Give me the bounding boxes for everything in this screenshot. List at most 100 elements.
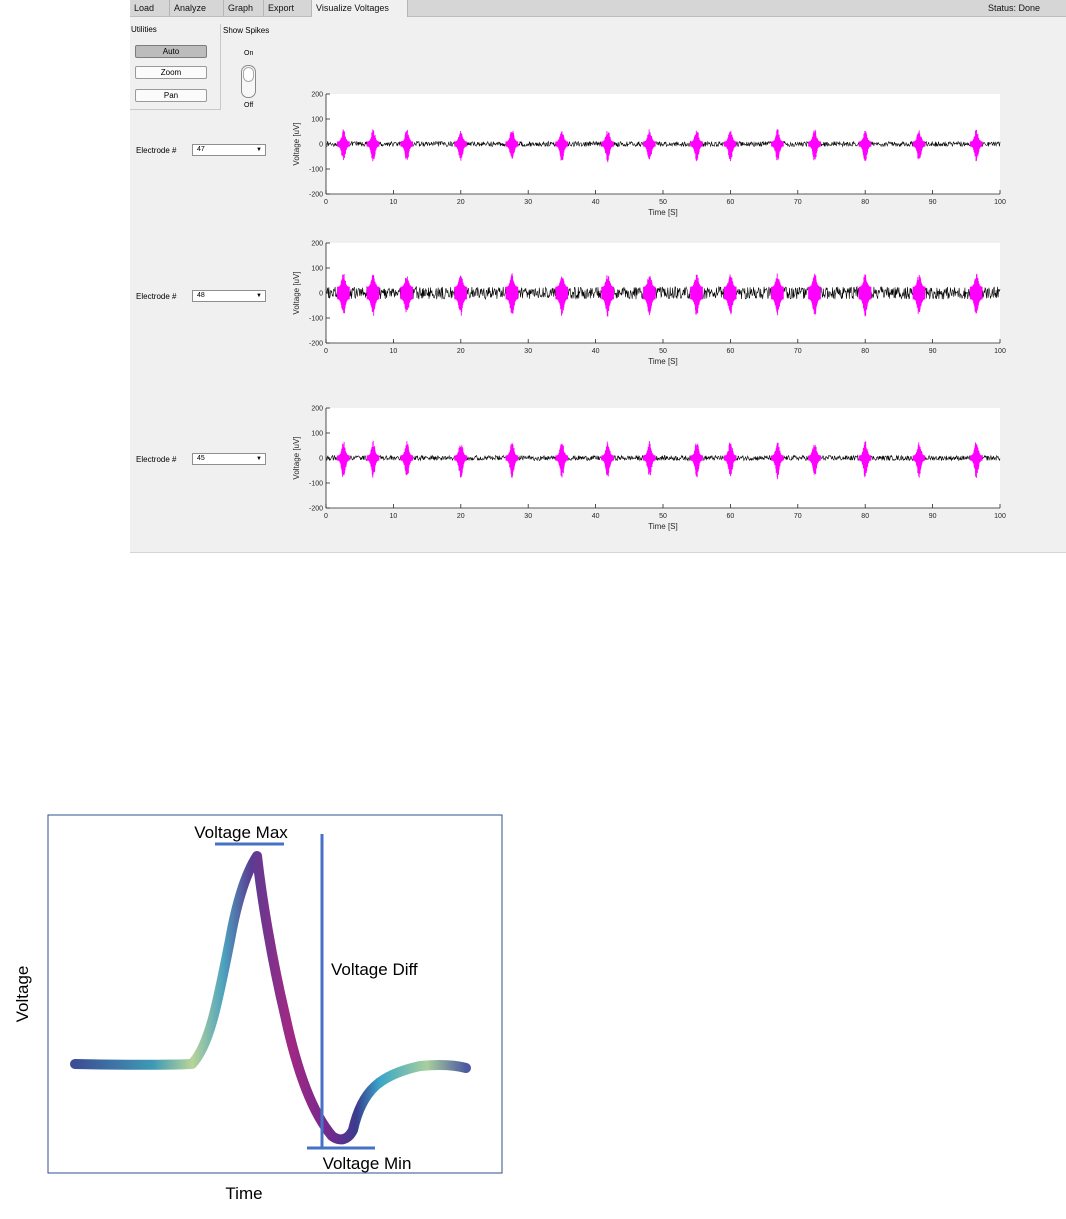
utilities-panel: Utilities Auto Zoom Pan (130, 24, 221, 110)
x-tick-label: 60 (727, 348, 735, 355)
electrode-value-3: 45 (197, 455, 205, 462)
spike-mark (601, 441, 614, 477)
show-spikes-toggle[interactable] (241, 65, 256, 98)
y-tick-label: -200 (309, 341, 323, 348)
spike-mark (454, 445, 467, 478)
diagram-x-label: Time (225, 1184, 262, 1203)
x-tick-label: 70 (794, 199, 802, 206)
spike-mark (771, 129, 784, 161)
x-tick-label: 20 (457, 348, 465, 355)
spike-mark (969, 129, 983, 162)
voltage-plot-3[interactable]: 0 10 20 30 40 50 60 70 80 90 100 200 100 0 -100 -200 Tim… (286, 402, 1006, 552)
zoom-button[interactable]: Zoom (135, 66, 207, 79)
tab-load[interactable]: Load (130, 0, 170, 16)
spike-mark (808, 273, 821, 315)
spike-mark (723, 130, 737, 162)
voltage-plot-2[interactable]: 0 10 20 30 40 50 60 70 80 90 100 200 100 0 -100 -200 Tim… (286, 237, 1006, 387)
x-tick-label: 80 (861, 513, 869, 520)
y-tick-label: 0 (319, 291, 323, 298)
x-tick-label: 70 (794, 348, 802, 355)
x-axis-label: Time [S] (648, 357, 677, 366)
spike-mark (771, 273, 784, 316)
electrode-select-3[interactable]: 45 ▼ (192, 453, 266, 465)
spike-mark (912, 274, 926, 314)
show-spikes-label: Show Spikes (223, 26, 270, 35)
y-tick-label: 200 (311, 92, 323, 99)
status-text: Status: Done (987, 3, 1040, 13)
spike-mark (690, 274, 703, 315)
tab-visualize-voltages[interactable]: Visualize Voltages (312, 0, 408, 17)
spike-mark (969, 442, 983, 478)
spike-mark (337, 441, 350, 477)
x-tick-label: 40 (592, 199, 600, 206)
x-tick-label: 100 (994, 199, 1006, 206)
spike-mark (969, 273, 983, 314)
voltage-plot-1[interactable]: 0 10 20 30 40 50 60 70 80 90 100 200 100 0 -100 -200 Tim… (286, 88, 1006, 238)
y-tick-label: -100 (309, 316, 323, 323)
tab-analyze[interactable]: Analyze (170, 0, 224, 16)
pan-button[interactable]: Pan (135, 89, 207, 102)
spike-mark (912, 442, 926, 478)
x-tick-label: 0 (324, 199, 328, 206)
y-tick-label: -100 (309, 481, 323, 488)
y-axis-label: Voltage [uV] (292, 271, 301, 314)
spike-diagram: Voltage Max Voltage Min Voltage Diff Tim… (13, 814, 503, 1203)
spike-mark (505, 443, 519, 478)
x-tick-label: 0 (324, 513, 328, 520)
x-tick-label: 0 (324, 348, 328, 355)
spike-mark (643, 129, 656, 160)
spike-mark (366, 129, 380, 162)
y-tick-label: -200 (309, 192, 323, 199)
auto-button[interactable]: Auto (135, 45, 207, 58)
toggle-off-label: Off (244, 102, 254, 109)
y-tick-label: 0 (319, 456, 323, 463)
x-tick-label: 30 (524, 348, 532, 355)
y-tick-label: -200 (309, 506, 323, 513)
x-tick-label: 50 (659, 348, 667, 355)
x-tick-label: 90 (929, 513, 937, 520)
x-tick-label: 40 (592, 513, 600, 520)
toggle-knob[interactable] (243, 67, 254, 82)
spike-mark (366, 440, 380, 478)
tab-export[interactable]: Export (264, 0, 312, 16)
spike-mark (555, 276, 569, 316)
toggle-on-label: On (244, 50, 254, 57)
x-tick-label: 50 (659, 199, 667, 206)
spike-mark (690, 443, 703, 478)
y-tick-label: 200 (311, 241, 323, 248)
spike-mark (454, 275, 467, 316)
voltage-trace (325, 454, 1001, 462)
y-axis-label: Voltage [uV] (292, 122, 301, 165)
spike-mark (505, 130, 519, 159)
electrode-label-1: Electrode # (136, 146, 177, 155)
x-axis-label: Time [S] (648, 208, 677, 217)
y-tick-label: 100 (311, 117, 323, 124)
y-axis-label: Voltage [uV] (292, 436, 301, 479)
utilities-title: Utilities (131, 25, 157, 34)
spike-mark (555, 443, 569, 478)
electrode-select-1[interactable]: 47 ▼ (192, 144, 266, 156)
tab-graph[interactable]: Graph (224, 0, 264, 16)
y-tick-label: 0 (319, 142, 323, 149)
spike-mark (337, 274, 350, 314)
x-tick-label: 10 (390, 348, 398, 355)
dropdown-arrow-icon: ▼ (256, 456, 262, 462)
x-tick-label: 100 (994, 513, 1006, 520)
x-tick-label: 30 (524, 513, 532, 520)
spike-mark (808, 444, 821, 475)
spike-mark (723, 274, 737, 315)
electrode-select-2[interactable]: 48 ▼ (192, 290, 266, 302)
electrode-value-1: 47 (197, 146, 205, 153)
x-tick-label: 60 (727, 199, 735, 206)
diagram-frame (47, 814, 503, 1174)
x-tick-label: 10 (390, 513, 398, 520)
electrode-value-2: 48 (197, 292, 205, 299)
spike-mark (771, 442, 784, 480)
dropdown-arrow-icon: ▼ (256, 293, 262, 299)
electrode-label-2: Electrode # (136, 292, 177, 301)
spike-mark (643, 275, 656, 316)
voltage-trace (325, 285, 1001, 301)
y-tick-label: 100 (311, 266, 323, 273)
x-tick-label: 20 (457, 199, 465, 206)
x-tick-label: 100 (994, 348, 1006, 355)
